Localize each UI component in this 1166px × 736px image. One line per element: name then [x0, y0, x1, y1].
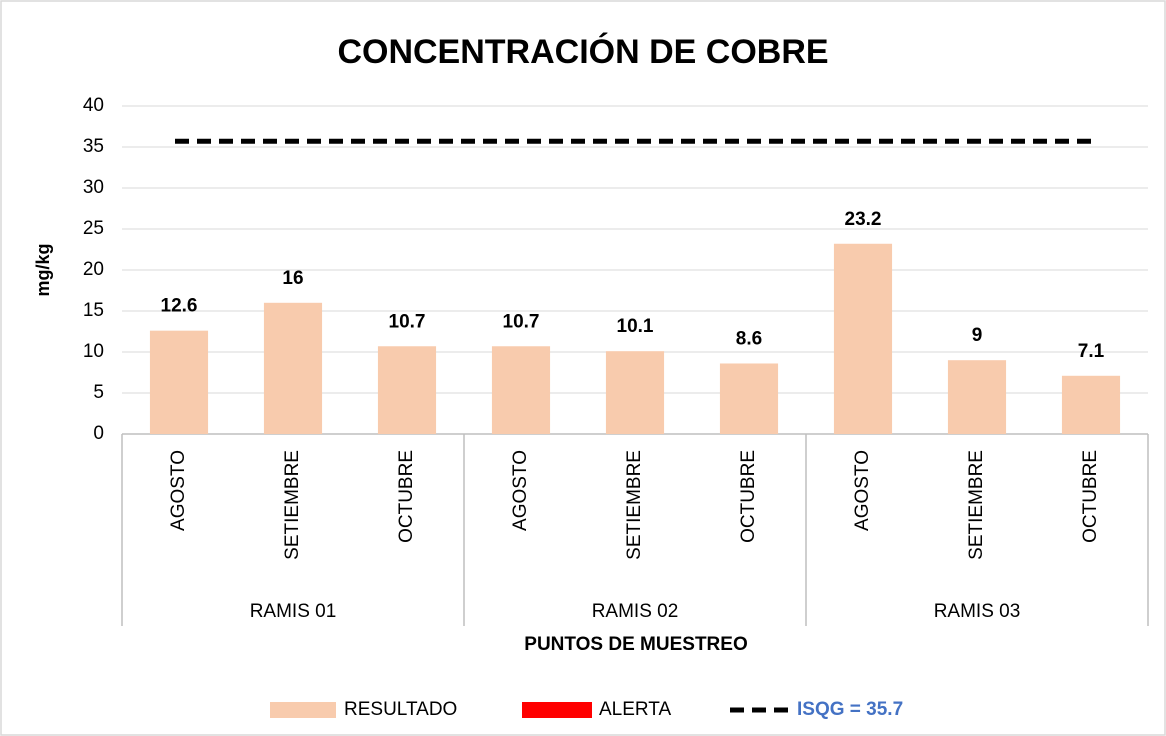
x-tick-label: AGOSTO	[168, 450, 189, 531]
group-label: RAMIS 02	[592, 601, 679, 622]
bar	[719, 363, 779, 434]
legend-label: RESULTADO	[344, 699, 457, 720]
y-tick-label: 40	[83, 95, 104, 116]
bar	[1061, 375, 1121, 434]
group-label: RAMIS 03	[934, 601, 1021, 622]
data-label: 10.1	[617, 316, 654, 337]
y-tick-label: 35	[83, 136, 104, 157]
bar	[263, 302, 323, 434]
bar	[605, 351, 665, 434]
x-tick-label: SETIEMBRE	[624, 450, 645, 560]
bar	[491, 346, 551, 434]
bar	[149, 330, 209, 434]
data-label: 8.6	[736, 328, 762, 349]
bar	[377, 346, 437, 434]
data-label: 10.7	[503, 311, 540, 332]
data-label: 7.1	[1078, 341, 1105, 362]
y-tick-label: 10	[83, 341, 104, 362]
legend-swatch	[270, 702, 336, 718]
x-tick-label: OCTUBRE	[738, 450, 759, 543]
y-tick-label: 20	[83, 259, 104, 280]
y-tick-label: 5	[93, 382, 104, 403]
legend-label: ALERTA	[599, 699, 671, 720]
x-tick-label: AGOSTO	[510, 450, 531, 531]
x-tick-label: SETIEMBRE	[282, 450, 303, 560]
legend-label: ISQG = 35.7	[797, 699, 903, 720]
chart-title: CONCENTRACIÓN DE COBRE	[337, 33, 828, 71]
data-label: 12.6	[161, 296, 198, 317]
x-tick-label: OCTUBRE	[1080, 450, 1101, 543]
x-tick-label: OCTUBRE	[396, 450, 417, 543]
data-label: 23.2	[845, 209, 882, 230]
legend-swatch	[522, 702, 592, 718]
data-label: 9	[972, 325, 983, 346]
bar	[833, 243, 893, 434]
y-tick-label: 25	[83, 218, 104, 239]
y-tick-label: 15	[83, 300, 104, 321]
x-tick-label: SETIEMBRE	[966, 450, 987, 560]
data-label: 10.7	[389, 311, 426, 332]
y-tick-label: 30	[83, 177, 104, 198]
group-label: RAMIS 01	[250, 601, 337, 622]
y-axis-title: mg/kg	[33, 243, 53, 296]
x-axis-title: PUNTOS DE MUESTREO	[524, 634, 747, 655]
y-tick-label: 0	[93, 423, 104, 444]
bar	[947, 360, 1007, 434]
x-tick-label: AGOSTO	[852, 450, 873, 531]
data-label: 16	[282, 268, 303, 289]
